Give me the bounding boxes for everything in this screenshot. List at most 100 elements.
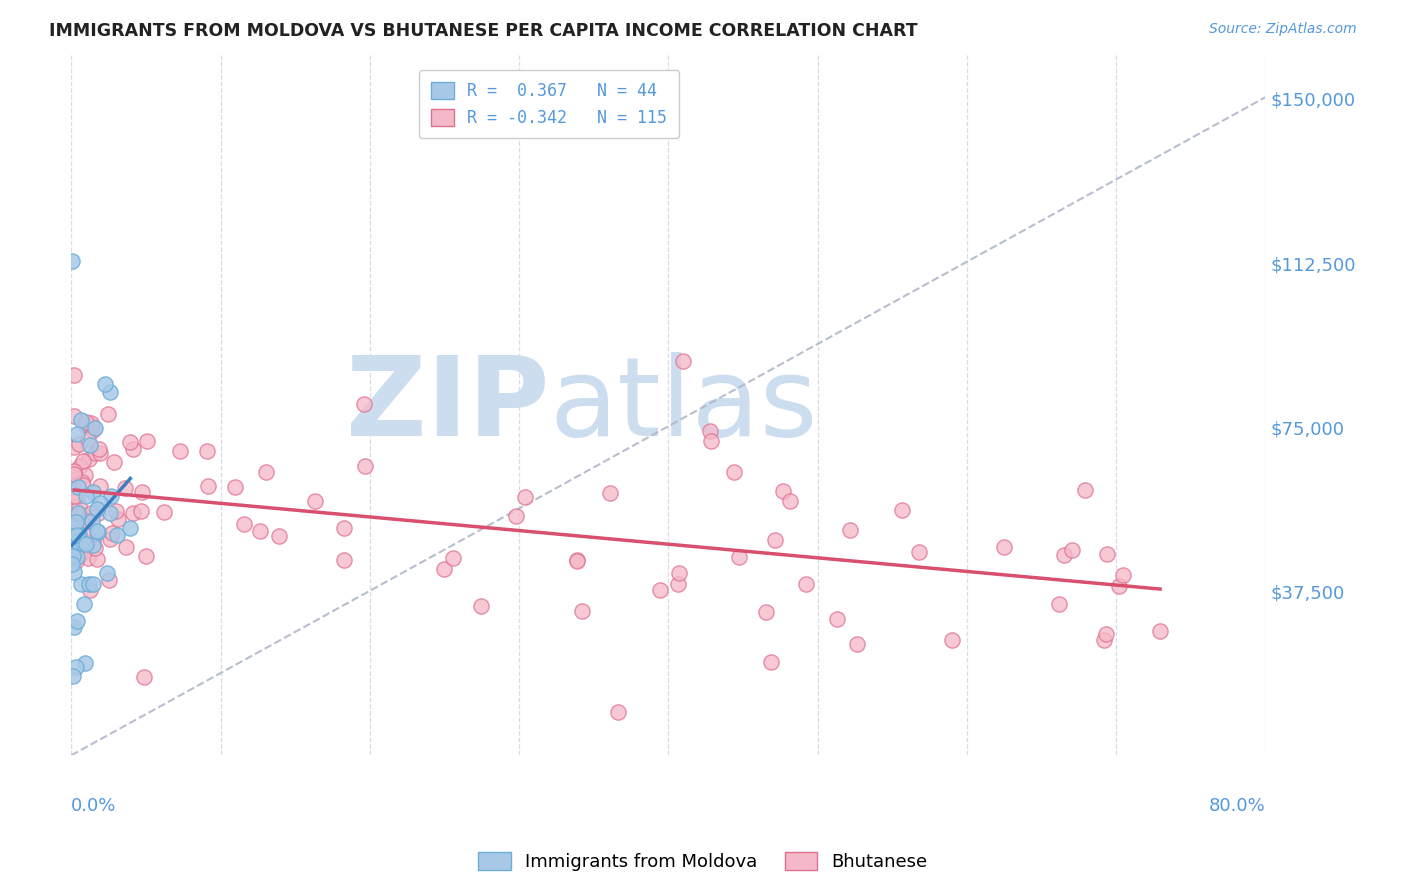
Point: [65, 490, 87, 504]
Point: [65, 472, 87, 486]
Point: [908, 544, 931, 558]
Point: [353, 458, 375, 473]
Point: [513, 490, 536, 504]
Point: [839, 523, 862, 537]
Point: [197, 478, 219, 492]
Point: [1092, 633, 1115, 648]
Point: [105, 527, 128, 541]
Point: [1053, 548, 1076, 562]
Point: [87, 507, 110, 521]
Point: [135, 549, 157, 563]
Point: [65, 554, 87, 568]
Point: [353, 397, 375, 411]
Point: [132, 669, 155, 683]
Point: [103, 455, 125, 469]
Point: [66, 427, 89, 442]
Point: [79, 416, 101, 430]
Point: [470, 599, 492, 613]
Point: [333, 553, 356, 567]
Point: [63, 521, 86, 535]
Point: [72, 535, 94, 549]
Point: [77, 551, 100, 566]
Point: [86, 552, 108, 566]
Point: [86, 502, 108, 516]
Point: [94, 376, 117, 391]
Text: IMMIGRANTS FROM MOLDOVA VS BHUTANESE PER CAPITA INCOME CORRELATION CHART: IMMIGRANTS FROM MOLDOVA VS BHUTANESE PER…: [49, 22, 918, 40]
Point: [666, 577, 689, 591]
Point: [433, 562, 456, 576]
Point: [72, 478, 94, 492]
Point: [107, 512, 129, 526]
Point: [599, 486, 621, 500]
Point: [72, 454, 94, 468]
Point: [723, 465, 745, 479]
Point: [1095, 627, 1118, 641]
Point: [759, 656, 782, 670]
Point: [1108, 579, 1130, 593]
Point: [233, 516, 256, 531]
Point: [1047, 597, 1070, 611]
Point: [82, 577, 104, 591]
Point: [772, 484, 794, 499]
Point: [505, 508, 527, 523]
Point: [98, 384, 121, 399]
Point: [845, 637, 868, 651]
Point: [699, 424, 721, 438]
Point: [1149, 624, 1171, 638]
Point: [101, 526, 124, 541]
Point: [169, 443, 191, 458]
Point: [82, 484, 104, 499]
Point: [75, 489, 97, 503]
Point: [73, 524, 96, 539]
Point: [1073, 483, 1095, 498]
Point: [267, 529, 290, 543]
Point: [115, 540, 138, 554]
Point: [98, 506, 121, 520]
Point: [63, 480, 86, 494]
Point: [80, 506, 103, 520]
Point: [70, 475, 93, 490]
Point: [993, 541, 1015, 555]
Point: [66, 527, 89, 541]
Point: [79, 438, 101, 452]
Point: [1062, 543, 1084, 558]
Point: [67, 500, 90, 514]
Point: [82, 515, 104, 529]
Point: [98, 532, 121, 546]
Point: [73, 417, 96, 432]
Point: [66, 549, 89, 564]
Point: [89, 442, 111, 457]
Text: atlas: atlas: [548, 351, 817, 458]
Point: [63, 409, 86, 423]
Point: [72, 508, 94, 523]
Point: [332, 521, 354, 535]
Point: [77, 432, 100, 446]
Point: [60, 557, 83, 571]
Point: [65, 659, 87, 673]
Point: [129, 504, 152, 518]
Point: [254, 465, 277, 479]
Point: [63, 464, 86, 478]
Point: [89, 495, 111, 509]
Point: [121, 506, 143, 520]
Point: [62, 669, 84, 683]
Point: [1112, 568, 1135, 582]
Point: [83, 446, 105, 460]
Point: [728, 549, 751, 564]
Point: [73, 467, 96, 482]
Point: [224, 480, 246, 494]
Point: [76, 515, 98, 529]
Point: [700, 434, 723, 448]
Point: [1095, 547, 1118, 561]
Point: [84, 420, 107, 434]
Point: [86, 524, 108, 539]
Point: [195, 444, 218, 458]
Text: 80.0%: 80.0%: [1209, 797, 1265, 815]
Point: [67, 506, 90, 520]
Point: [75, 415, 97, 429]
Point: [60, 253, 83, 268]
Point: [63, 440, 86, 454]
Point: [567, 554, 589, 568]
Point: [69, 458, 91, 473]
Text: 0.0%: 0.0%: [72, 797, 117, 815]
